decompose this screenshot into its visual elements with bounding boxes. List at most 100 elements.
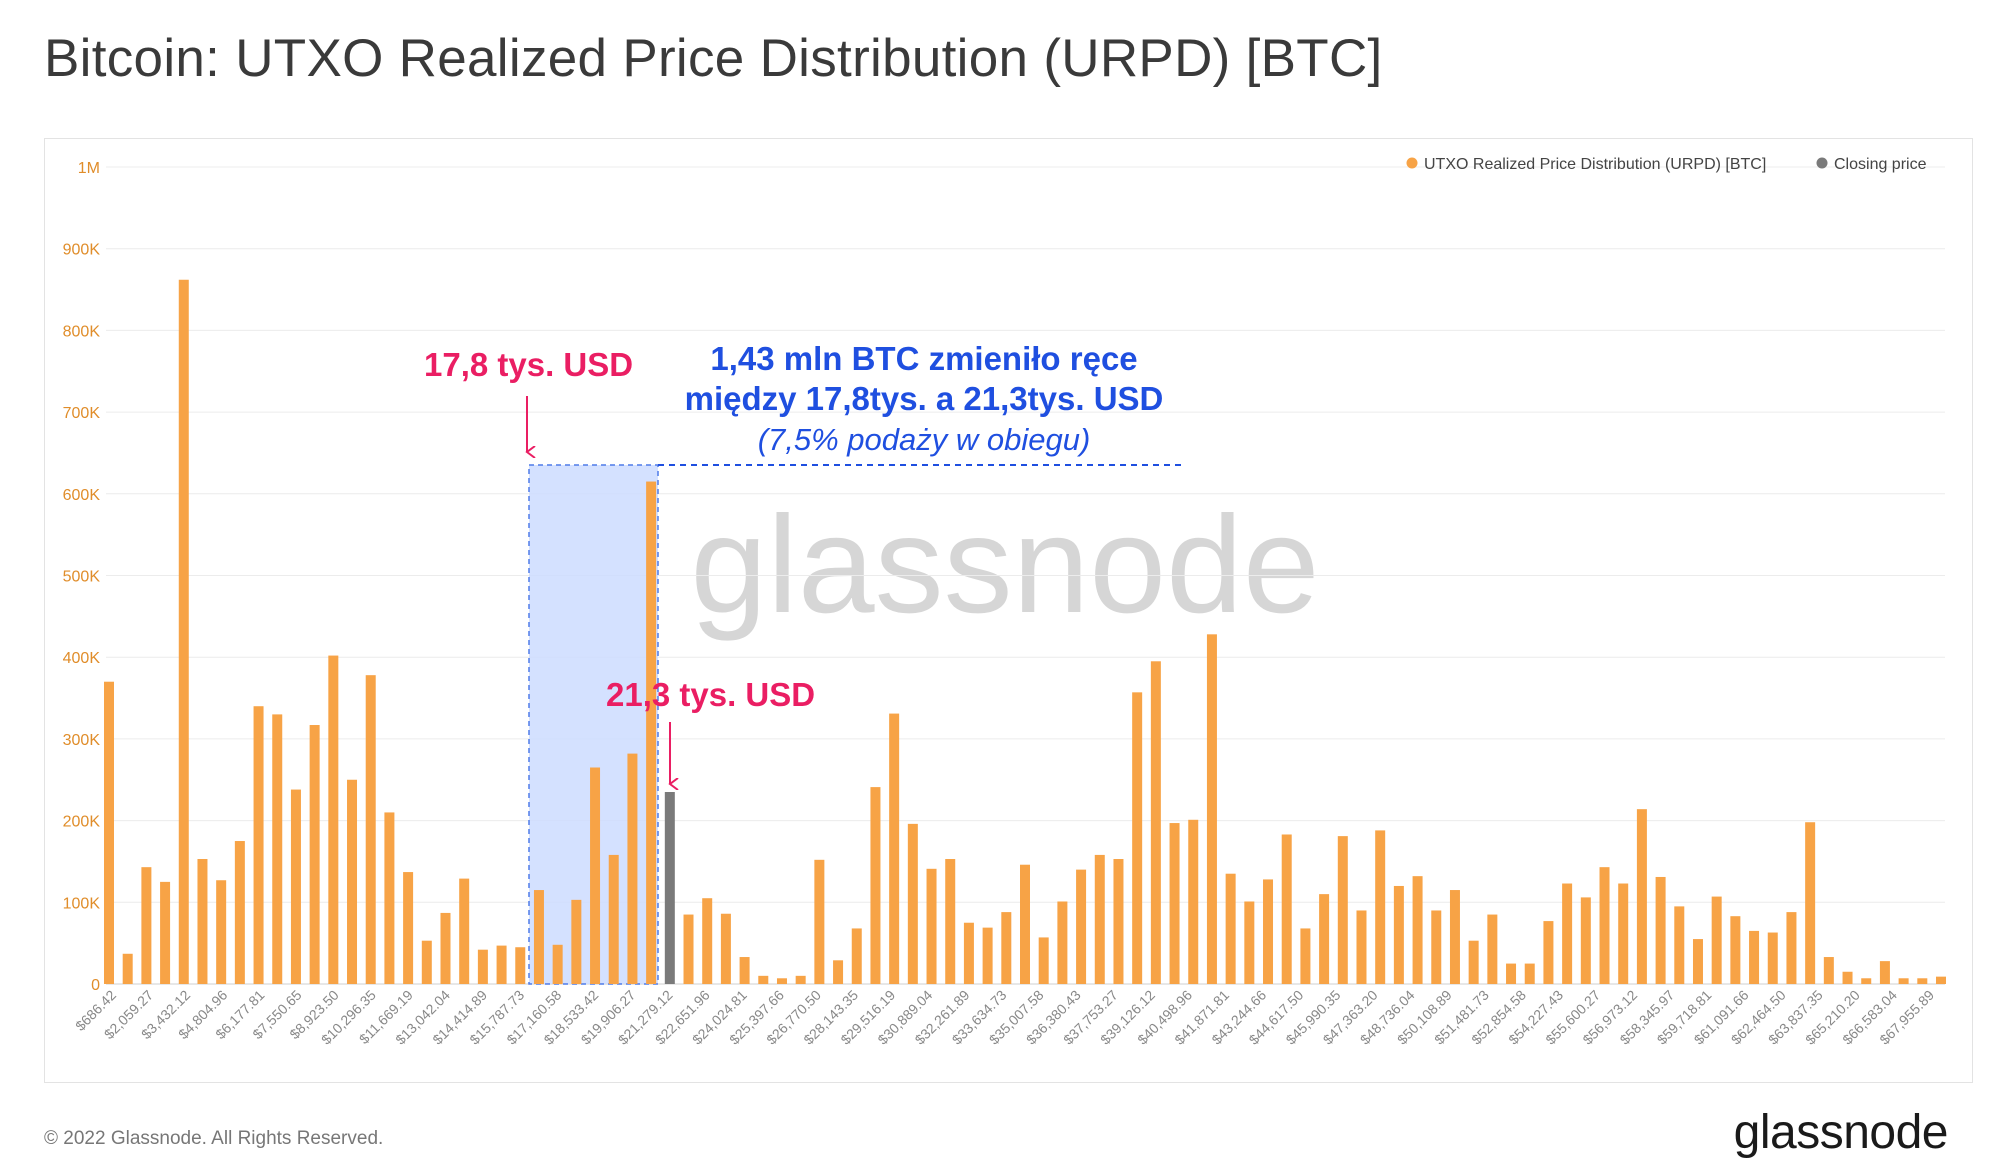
urpd-bar (1749, 930, 1760, 984)
urpd-bar (945, 858, 956, 984)
urpd-bar (1543, 921, 1554, 984)
urpd-bar (1636, 809, 1647, 984)
urpd-bar (533, 890, 544, 984)
urpd-bar (739, 957, 750, 984)
legend-closing-marker (1816, 157, 1828, 169)
urpd-bar (1225, 873, 1236, 984)
urpd-bar (1917, 978, 1928, 984)
urpd-bar (1879, 961, 1890, 984)
urpd-bar (290, 789, 301, 984)
urpd-bar (776, 978, 787, 984)
urpd-bar (926, 868, 937, 984)
urpd-bar (552, 944, 563, 984)
urpd-bar (1244, 901, 1255, 984)
urpd-bar (1169, 823, 1180, 984)
urpd-bar (1805, 822, 1816, 984)
urpd-bar (1674, 906, 1685, 984)
urpd-bar (1692, 939, 1703, 984)
urpd-bar (141, 867, 152, 984)
legend-urpd-marker (1406, 157, 1418, 169)
urpd-bar (1524, 963, 1535, 984)
urpd-bar (1730, 916, 1741, 984)
urpd-bar (627, 753, 638, 984)
annotation-17-8k-label: 17,8 tys. USD (424, 346, 633, 383)
urpd-bar (1842, 971, 1853, 984)
urpd-bar (608, 854, 619, 984)
urpd-bar (870, 787, 881, 984)
urpd-bar (253, 706, 264, 984)
annotation-box-line2: między 17,8tys. a 21,3tys. USD (685, 380, 1164, 417)
urpd-bar (365, 675, 376, 984)
urpd-bar (1020, 864, 1030, 984)
urpd-bar (571, 899, 582, 984)
urpd-bar (1506, 963, 1517, 984)
urpd-bar (1487, 914, 1498, 984)
urpd-bar (178, 279, 189, 985)
y-tick-label: 900K (63, 242, 101, 259)
urpd-bar (309, 725, 320, 984)
urpd-bar (1076, 869, 1087, 984)
copyright-text: © 2022 Glassnode. All Rights Reserved. (44, 1128, 384, 1149)
closing-price-bar (664, 792, 675, 984)
urpd-bar (1449, 890, 1460, 984)
urpd-bar (1206, 634, 1217, 984)
urpd-bar (1094, 854, 1105, 984)
urpd-bar (1936, 976, 1946, 984)
urpd-bar (1562, 883, 1573, 984)
urpd-bar (347, 779, 358, 984)
urpd-bar (851, 928, 862, 984)
legend-closing-label: Closing price (1834, 156, 1927, 173)
urpd-bar (982, 927, 993, 984)
urpd-bar (702, 898, 713, 984)
chart-frame (44, 138, 1973, 1083)
urpd-bar (1150, 661, 1161, 984)
y-tick-label: 400K (63, 650, 101, 667)
urpd-bar (440, 912, 451, 984)
urpd-bar (104, 681, 114, 984)
bars (104, 279, 1946, 985)
y-tick-label: 200K (63, 814, 101, 831)
urpd-bar (384, 812, 395, 984)
urpd-bar (1263, 879, 1274, 984)
annotation-box-line3: (7,5% podaży w obiegu) (758, 422, 1091, 457)
urpd-bar (963, 922, 974, 984)
urpd-bar (216, 880, 227, 984)
brand-logo: glassnode (1733, 1106, 1949, 1159)
urpd-bar (758, 975, 769, 984)
urpd-bar (1786, 912, 1797, 984)
urpd-bar (515, 947, 526, 984)
urpd-bar (1393, 885, 1404, 984)
urpd-bar (889, 713, 900, 984)
y-tick-label: 600K (63, 487, 101, 504)
y-tick-label: 500K (63, 569, 101, 586)
urpd-bar (1337, 836, 1348, 984)
urpd-bar (1001, 912, 1012, 984)
urpd-bar (272, 714, 283, 984)
urpd-bar (234, 841, 245, 984)
y-tick-label: 0 (91, 977, 100, 994)
page-title: Bitcoin: UTXO Realized Price Distributio… (44, 29, 1383, 88)
urpd-bar (795, 975, 806, 984)
annotation-box-line1: 1,43 mln BTC zmieniło ręce (710, 340, 1137, 377)
urpd-bar (328, 655, 339, 984)
urpd-bar (1300, 928, 1311, 984)
urpd-bar (122, 953, 133, 984)
urpd-bar (403, 872, 414, 984)
urpd-bar (160, 881, 171, 984)
y-axis: 0 100K 200K 300K 400K 500K 600K 700K 800K 900K 1M (63, 160, 101, 994)
urpd-bar (1711, 896, 1722, 984)
urpd-bar (1898, 978, 1909, 984)
urpd-bar (1038, 937, 1049, 984)
urpd-bar (1188, 819, 1199, 984)
urpd-bar (197, 858, 208, 984)
urpd-bar (1113, 858, 1124, 984)
urpd-bar (1281, 834, 1292, 984)
urpd-bar (1319, 894, 1330, 984)
urpd-bar (477, 949, 488, 984)
annotation-21-3k-label: 21,3 tys. USD (606, 676, 815, 713)
urpd-bar (1132, 692, 1143, 984)
urpd-bar (1599, 867, 1610, 984)
y-tick-label: 300K (63, 732, 101, 749)
y-tick-label: 1M (78, 160, 100, 177)
